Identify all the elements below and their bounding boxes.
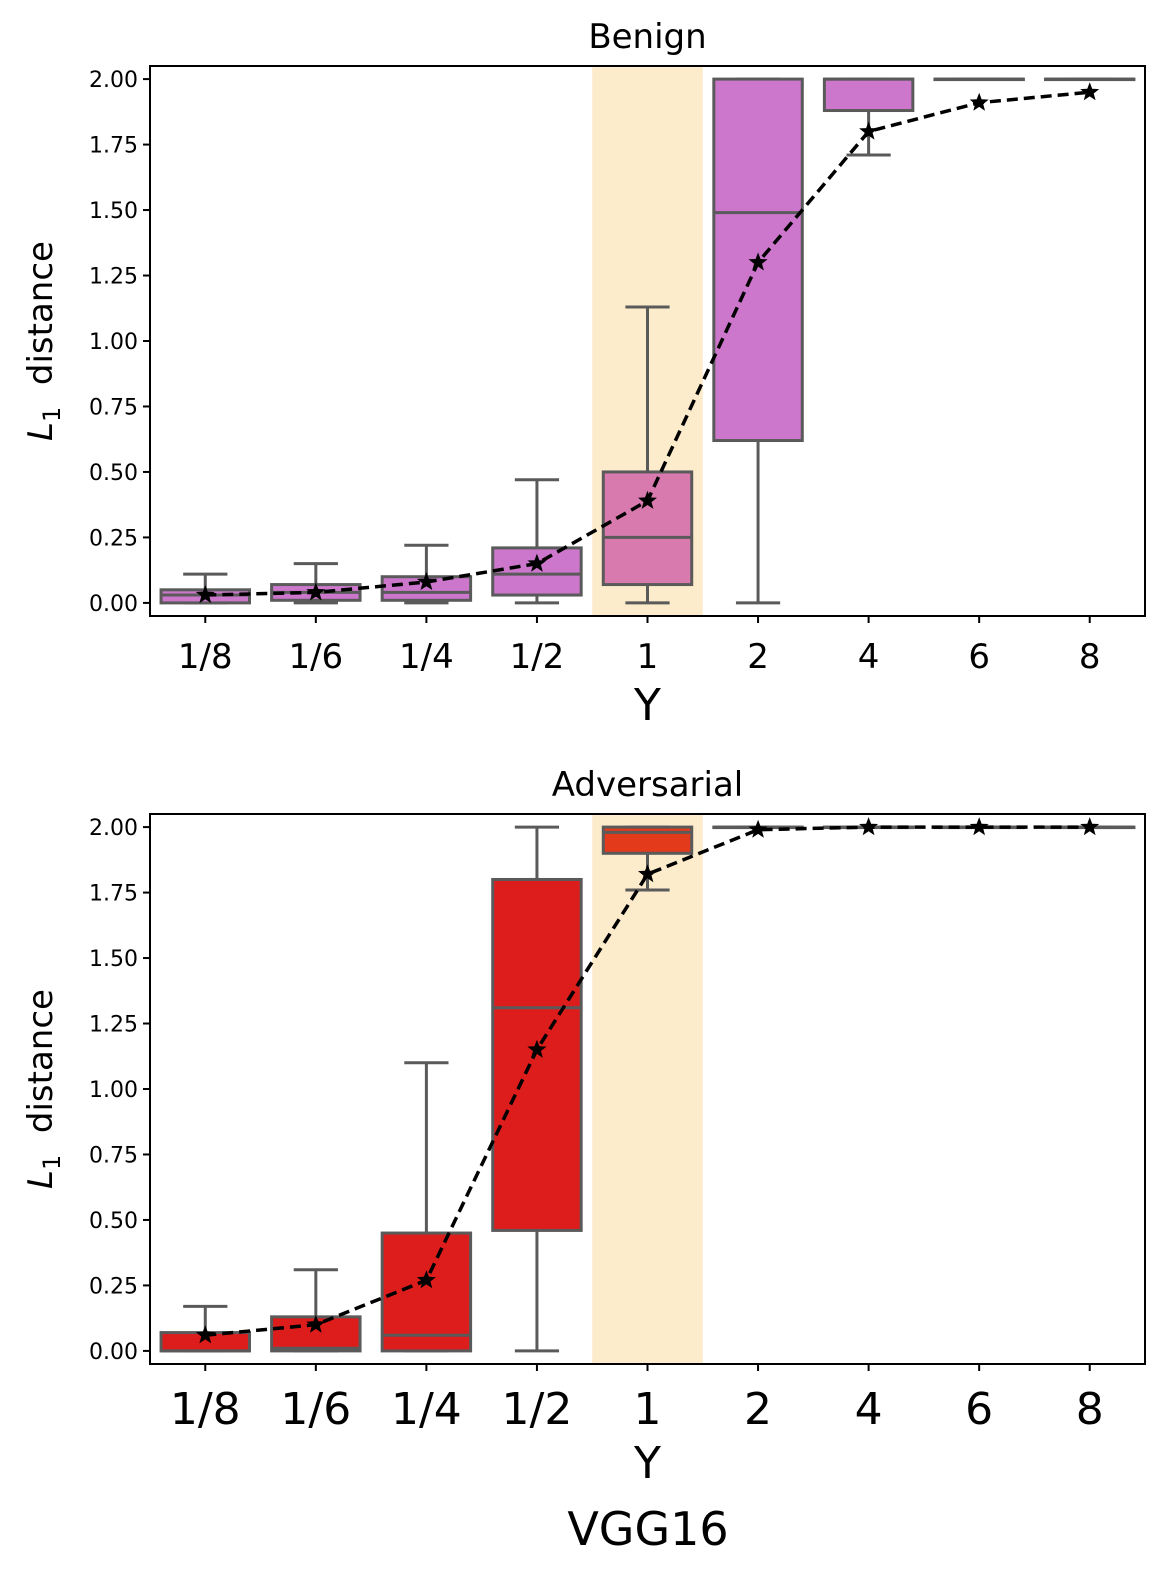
x-tick-label: 1/2: [502, 1384, 573, 1435]
mean-star-marker-1/2: [527, 1039, 547, 1058]
box-1: [601, 305, 694, 605]
y-tick-label: 0.50: [89, 461, 138, 486]
panel-title: Benign: [588, 17, 706, 57]
mean-star-marker-2: [748, 819, 768, 838]
y-tick-label: 1.25: [89, 265, 138, 290]
y-tick-label: 1.00: [89, 1078, 138, 1103]
x-tick-label: 1/8: [170, 1384, 241, 1435]
x-tick-label: 8: [1079, 637, 1101, 677]
y-tick-label: 0.25: [89, 1274, 138, 1299]
x-tick-label: 1/8: [178, 637, 233, 677]
y-axis-label: L1 distance: [21, 241, 66, 441]
box-1/8: [159, 1304, 251, 1353]
mean-star-marker-2: [748, 252, 768, 271]
x-tick-label: 1: [637, 637, 659, 677]
mean-star-marker-1/6: [306, 582, 326, 601]
mean-star-marker-1/2: [527, 553, 547, 572]
box-4: [822, 77, 915, 157]
x-tick-label: 8: [1076, 1384, 1104, 1435]
mean-dashed-line: [205, 825, 1090, 1337]
y-tick-label: 0.25: [89, 526, 138, 551]
x-tick-label: 1/6: [288, 637, 343, 677]
box-1/4: [380, 1061, 473, 1353]
y-axis-label-main: L: [21, 422, 61, 441]
y-tick-label: 2.00: [89, 816, 138, 841]
mean-star-marker-1/4: [416, 572, 436, 590]
y-tick-label: 1.25: [89, 1013, 138, 1038]
mean-star-marker-4: [859, 817, 879, 836]
box-2: [712, 77, 804, 605]
y-tick-label: 0.75: [89, 1143, 138, 1168]
box-iqr: [822, 77, 915, 113]
x-axis-label: Y: [633, 1438, 661, 1489]
mean-star-marker-8: [1080, 82, 1100, 101]
box-1/6: [270, 1268, 362, 1353]
y-tick-label: 1.50: [89, 199, 138, 224]
x-tick-label: 1/4: [399, 637, 454, 677]
x-tick-label: 6: [965, 1384, 993, 1435]
mean-star-marker-1/4: [416, 1270, 436, 1289]
mean-star-marker-1: [638, 864, 657, 883]
x-tick-label: 1/2: [510, 637, 565, 677]
y-tick-label: 1.75: [89, 134, 138, 159]
y-axis-label-rest: distance: [21, 989, 61, 1155]
y-tick-label: 1.75: [89, 882, 138, 907]
y-axis-label-subscript: 1: [38, 1155, 66, 1170]
box-iqr: [601, 470, 694, 587]
y-axis-label-subscript: 1: [38, 407, 66, 422]
y-tick-label: 1.50: [89, 947, 138, 972]
box-6: [933, 77, 1025, 82]
mean-star-marker-1/8: [195, 585, 215, 604]
mean-star-marker-8: [1080, 817, 1100, 836]
y-tick-label: 0.00: [89, 1340, 138, 1365]
highlight-band: [592, 814, 703, 1364]
box-8: [1044, 77, 1136, 82]
x-tick-label: 1: [634, 1384, 662, 1435]
x-tick-label: 2: [747, 637, 769, 677]
mean-star-marker-4: [859, 121, 879, 140]
mean-star-marker-6: [969, 92, 989, 111]
y-axis-label-rest: distance: [21, 241, 61, 407]
box-1: [601, 825, 694, 892]
adversarial-boxplot-panel: 0.00 0.25 0.50 0.75 1.00 1.25 1.50 1.75 2.00 1/8 1…: [21, 765, 1146, 1489]
x-tick-label: 1/4: [391, 1384, 462, 1435]
x-tick-label: 4: [858, 637, 880, 677]
y-tick-label: 2.00: [89, 68, 138, 93]
x-tick-label: 1/6: [280, 1384, 351, 1435]
y-tick-label: 0.75: [89, 395, 138, 420]
y-axis-label-main: L: [21, 1170, 61, 1189]
benign-boxplot-panel: 0.00 0.25 0.50 0.75 1.00 1.25 1.50 1.75 2.00 1/8 1…: [21, 17, 1146, 731]
y-axis-label: L1 distance: [21, 989, 66, 1189]
y-tick-label: 0.50: [89, 1209, 138, 1234]
mean-star-marker-6: [969, 817, 989, 836]
panel-title: Adversarial: [552, 765, 744, 805]
mean-star-marker-1/6: [306, 1314, 326, 1333]
x-tick-label: 6: [968, 637, 990, 677]
box-1/2: [491, 478, 583, 605]
box-iqr: [380, 1231, 473, 1353]
x-tick-label: 2: [744, 1384, 772, 1435]
y-tick-label: 0.00: [89, 592, 138, 617]
x-tick-label: 4: [855, 1384, 883, 1435]
figure-caption: VGG16: [567, 1502, 728, 1556]
mean-star-marker-1: [638, 490, 657, 509]
x-axis-label: Y: [633, 680, 661, 731]
mean-star-marker-1/8: [195, 1325, 215, 1344]
box-1/2: [491, 825, 583, 1353]
y-tick-label: 1.00: [89, 330, 138, 355]
box-iqr: [270, 1315, 362, 1353]
box-iqr: [491, 877, 583, 1232]
